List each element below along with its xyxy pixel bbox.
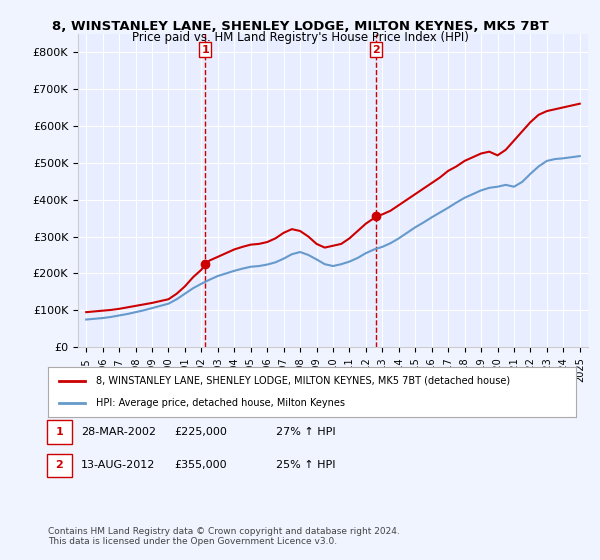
- Text: 28-MAR-2002: 28-MAR-2002: [81, 427, 156, 437]
- Text: 13-AUG-2012: 13-AUG-2012: [81, 460, 155, 470]
- Text: 2: 2: [56, 460, 63, 470]
- Text: Contains HM Land Registry data © Crown copyright and database right 2024.
This d: Contains HM Land Registry data © Crown c…: [48, 526, 400, 546]
- Text: 25% ↑ HPI: 25% ↑ HPI: [276, 460, 335, 470]
- Text: £355,000: £355,000: [174, 460, 227, 470]
- Text: 8, WINSTANLEY LANE, SHENLEY LODGE, MILTON KEYNES, MK5 7BT (detached house): 8, WINSTANLEY LANE, SHENLEY LODGE, MILTO…: [95, 376, 509, 386]
- Text: 27% ↑ HPI: 27% ↑ HPI: [276, 427, 335, 437]
- Text: 8, WINSTANLEY LANE, SHENLEY LODGE, MILTON KEYNES, MK5 7BT: 8, WINSTANLEY LANE, SHENLEY LODGE, MILTO…: [52, 20, 548, 32]
- Text: 1: 1: [201, 45, 209, 55]
- Text: HPI: Average price, detached house, Milton Keynes: HPI: Average price, detached house, Milt…: [95, 398, 344, 408]
- Text: Price paid vs. HM Land Registry's House Price Index (HPI): Price paid vs. HM Land Registry's House …: [131, 31, 469, 44]
- Text: 2: 2: [372, 45, 380, 55]
- Text: £225,000: £225,000: [174, 427, 227, 437]
- Text: 1: 1: [56, 427, 63, 437]
